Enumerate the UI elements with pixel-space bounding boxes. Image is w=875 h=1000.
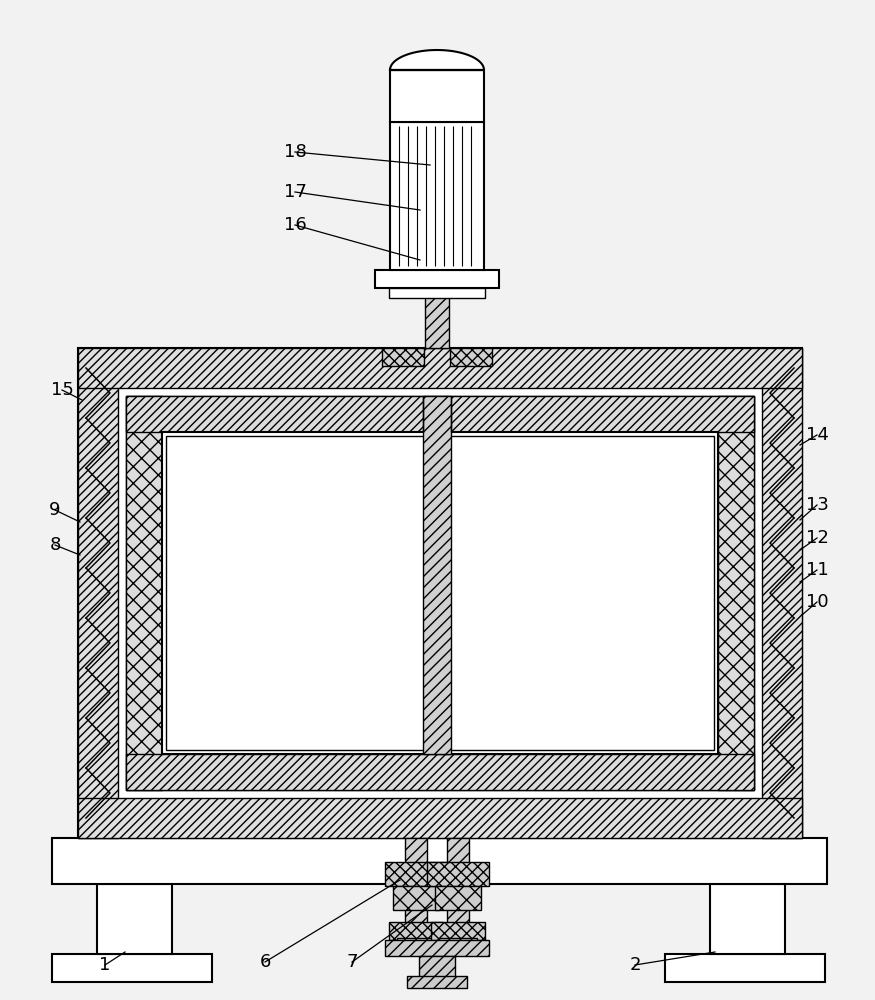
Polygon shape xyxy=(390,50,484,70)
Bar xyxy=(450,348,492,366)
Bar xyxy=(375,270,499,288)
Bar xyxy=(407,976,467,988)
Bar xyxy=(385,862,447,886)
Bar xyxy=(427,862,489,886)
Bar xyxy=(389,288,485,298)
Bar xyxy=(126,396,754,790)
Text: 2: 2 xyxy=(629,956,640,974)
Text: 12: 12 xyxy=(806,529,829,547)
Bar xyxy=(52,838,827,884)
Text: 7: 7 xyxy=(346,953,358,971)
Bar xyxy=(447,838,469,928)
Text: 10: 10 xyxy=(806,593,829,611)
Text: 1: 1 xyxy=(100,956,110,974)
Bar xyxy=(423,396,451,754)
Bar xyxy=(665,954,825,982)
Bar xyxy=(162,432,718,754)
Bar xyxy=(435,886,481,910)
Bar xyxy=(390,122,484,270)
Text: 14: 14 xyxy=(806,426,829,444)
Bar xyxy=(710,884,785,954)
Bar xyxy=(97,884,172,954)
Text: 8: 8 xyxy=(49,536,60,554)
Bar xyxy=(405,838,427,928)
Text: 9: 9 xyxy=(49,501,60,519)
Text: 6: 6 xyxy=(259,953,270,971)
Text: 18: 18 xyxy=(284,143,306,161)
Bar xyxy=(78,798,802,838)
Bar xyxy=(390,70,484,122)
Bar xyxy=(718,396,754,790)
Bar xyxy=(126,396,754,432)
Bar xyxy=(389,922,443,940)
Text: 15: 15 xyxy=(51,381,74,399)
Bar xyxy=(397,938,435,952)
Text: 13: 13 xyxy=(806,496,829,514)
Bar xyxy=(126,396,162,790)
Bar xyxy=(425,288,449,348)
Bar xyxy=(382,348,424,366)
Bar xyxy=(52,954,212,982)
Bar xyxy=(166,436,714,750)
Bar xyxy=(439,938,477,952)
Bar xyxy=(431,922,485,940)
Bar xyxy=(78,348,802,838)
Bar xyxy=(126,754,754,790)
Bar xyxy=(393,886,439,910)
Text: 17: 17 xyxy=(284,183,306,201)
Text: 16: 16 xyxy=(284,216,306,234)
Bar xyxy=(78,348,118,838)
Text: 11: 11 xyxy=(806,561,829,579)
Bar xyxy=(419,956,455,978)
Bar xyxy=(762,348,802,838)
Bar xyxy=(78,348,802,388)
Bar xyxy=(385,940,489,956)
